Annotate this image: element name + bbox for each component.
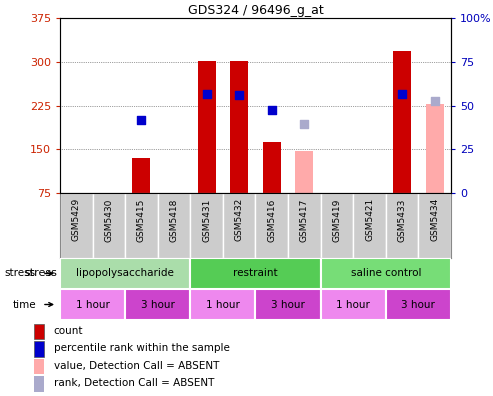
Text: GSM5432: GSM5432 xyxy=(235,198,244,242)
Bar xyxy=(198,61,215,193)
Text: GSM5434: GSM5434 xyxy=(430,198,439,242)
Bar xyxy=(419,193,451,258)
Point xyxy=(268,107,276,113)
Text: restraint: restraint xyxy=(233,268,278,278)
Bar xyxy=(263,142,281,193)
Text: lipopolysaccharide: lipopolysaccharide xyxy=(76,268,174,278)
Bar xyxy=(320,258,451,289)
Bar xyxy=(320,289,386,320)
Bar xyxy=(93,193,125,258)
Text: saline control: saline control xyxy=(351,268,421,278)
Text: GSM5421: GSM5421 xyxy=(365,198,374,242)
Text: GSM5433: GSM5433 xyxy=(398,198,407,242)
Bar xyxy=(60,258,190,289)
Text: value, Detection Call = ABSENT: value, Detection Call = ABSENT xyxy=(54,361,219,371)
Text: 3 hour: 3 hour xyxy=(141,299,175,310)
Title: GDS324 / 96496_g_at: GDS324 / 96496_g_at xyxy=(188,4,323,17)
Text: 1 hour: 1 hour xyxy=(336,299,370,310)
Point xyxy=(235,92,243,98)
Bar xyxy=(320,193,353,258)
Text: stress: stress xyxy=(5,268,36,278)
Text: 3 hour: 3 hour xyxy=(271,299,305,310)
Text: GSM5418: GSM5418 xyxy=(170,198,178,242)
Bar xyxy=(255,289,320,320)
Bar xyxy=(158,193,190,258)
Bar xyxy=(190,289,255,320)
Text: GSM5431: GSM5431 xyxy=(202,198,211,242)
Bar xyxy=(386,289,451,320)
Bar xyxy=(190,258,320,289)
Bar xyxy=(133,158,150,193)
Text: stress: stress xyxy=(25,268,58,278)
Bar xyxy=(255,193,288,258)
Text: 3 hour: 3 hour xyxy=(401,299,435,310)
Point xyxy=(431,98,439,105)
Bar xyxy=(60,289,125,320)
Bar xyxy=(353,193,386,258)
Bar xyxy=(295,151,314,193)
Text: GSM5417: GSM5417 xyxy=(300,198,309,242)
Text: 1 hour: 1 hour xyxy=(75,299,109,310)
Bar xyxy=(223,193,255,258)
Point xyxy=(398,91,406,97)
Text: GSM5419: GSM5419 xyxy=(332,198,342,242)
Bar xyxy=(190,193,223,258)
Point xyxy=(138,117,145,123)
Bar xyxy=(34,324,44,339)
Bar xyxy=(34,376,44,392)
Text: percentile rank within the sample: percentile rank within the sample xyxy=(54,343,230,353)
Bar xyxy=(426,104,444,193)
Text: GSM5429: GSM5429 xyxy=(72,198,81,242)
Text: GSM5430: GSM5430 xyxy=(105,198,113,242)
Text: GSM5415: GSM5415 xyxy=(137,198,146,242)
Bar xyxy=(34,341,44,357)
Text: GSM5416: GSM5416 xyxy=(267,198,276,242)
Bar xyxy=(288,193,320,258)
Text: 1 hour: 1 hour xyxy=(206,299,240,310)
Bar xyxy=(386,193,419,258)
Bar xyxy=(60,193,93,258)
Bar xyxy=(125,289,190,320)
Bar xyxy=(230,61,248,193)
Bar xyxy=(125,193,158,258)
Bar xyxy=(34,359,44,374)
Point xyxy=(300,121,308,128)
Point xyxy=(203,91,211,97)
Text: time: time xyxy=(12,299,36,310)
Text: rank, Detection Call = ABSENT: rank, Detection Call = ABSENT xyxy=(54,378,214,388)
Bar xyxy=(393,51,411,193)
Text: count: count xyxy=(54,326,83,336)
